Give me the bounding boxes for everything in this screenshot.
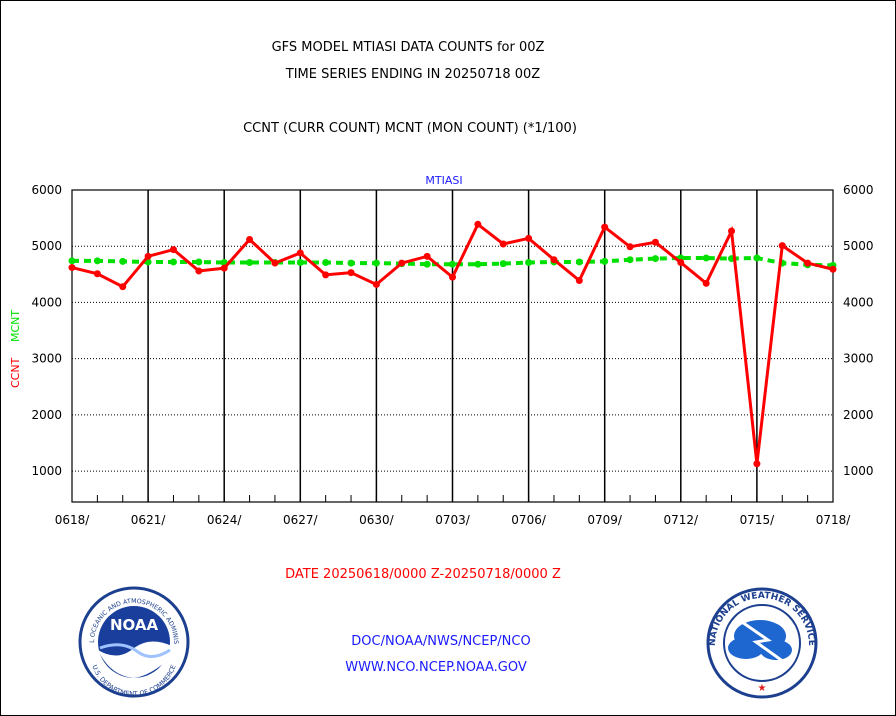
- point-ccnt: [474, 220, 482, 228]
- nws-star-icon: ★: [758, 683, 767, 694]
- x-tick-label: 0712/: [664, 513, 700, 527]
- point-ccnt: [601, 223, 609, 231]
- point-mcnt: [449, 260, 456, 268]
- x-tick-label: 0621/: [131, 513, 167, 527]
- point-mcnt: [601, 257, 609, 265]
- point-ccnt: [271, 259, 279, 267]
- point-ccnt: [322, 271, 330, 279]
- point-ccnt: [246, 235, 254, 243]
- point-ccnt: [144, 252, 152, 260]
- chart-title-line1: GFS MODEL MTIASI DATA COUNTS for 00Z: [272, 40, 545, 55]
- point-mcnt: [68, 257, 76, 265]
- point-ccnt: [499, 240, 507, 248]
- point-ccnt: [398, 259, 406, 267]
- y-tick-label-right: 6000: [843, 183, 874, 197]
- point-ccnt: [550, 256, 558, 264]
- point-mcnt: [347, 259, 355, 267]
- point-ccnt: [296, 249, 304, 257]
- point-ccnt: [804, 259, 812, 267]
- noaa-logo-text: NOAA: [110, 616, 159, 634]
- point-mcnt: [372, 259, 380, 267]
- point-ccnt: [423, 252, 431, 260]
- point-mcnt: [423, 260, 431, 268]
- date-range: DATE 20250618/0000 Z-20250718/0000 Z: [285, 567, 561, 582]
- point-mcnt: [702, 254, 710, 262]
- y-tick-label-right: 3000: [843, 352, 874, 366]
- point-ccnt: [169, 246, 177, 254]
- point-mcnt: [246, 259, 254, 267]
- x-tick-label: 0718/: [816, 513, 852, 527]
- y-tick-label-left: 5000: [31, 239, 62, 253]
- y-tick-label-right: 1000: [843, 464, 874, 478]
- point-mcnt: [474, 260, 482, 268]
- y-tick-label-left: 6000: [31, 183, 62, 197]
- ylabel-ccnt: CCNT: [9, 357, 22, 388]
- point-mcnt: [296, 259, 304, 267]
- point-mcnt: [525, 259, 533, 267]
- noaa-logo: NOAA NATIONAL OCEANIC AND ATMOSPHERIC AD…: [0, 0, 190, 698]
- point-ccnt: [195, 267, 203, 275]
- point-mcnt: [753, 254, 761, 262]
- point-ccnt: [829, 265, 837, 273]
- point-ccnt: [702, 279, 710, 287]
- point-mcnt: [195, 258, 203, 266]
- point-ccnt: [449, 273, 456, 281]
- ylabel-mcnt: MCNT: [9, 310, 22, 342]
- point-mcnt: [499, 260, 507, 268]
- point-mcnt: [626, 256, 634, 264]
- nws-logo: NATIONAL WEATHER SERVICE ★: [706, 587, 818, 699]
- point-ccnt: [778, 242, 786, 250]
- x-tick-label: 0715/: [740, 513, 776, 527]
- y-tick-label-right: 2000: [843, 408, 874, 422]
- point-ccnt: [93, 270, 101, 278]
- y-tick-label-left: 2000: [31, 408, 62, 422]
- y-tick-label-left: 3000: [31, 352, 62, 366]
- panel-label: MTIASI: [425, 174, 462, 187]
- x-tick-label: 0627/: [283, 513, 319, 527]
- y-tick-label-right: 4000: [843, 295, 874, 309]
- point-mcnt: [119, 257, 127, 265]
- nws-lightning-icon: [741, 620, 785, 664]
- point-ccnt: [651, 238, 659, 246]
- point-ccnt: [525, 234, 533, 242]
- point-mcnt: [575, 258, 583, 266]
- noaa-bird-shape: [98, 641, 172, 678]
- noaa-ring-text: NATIONAL OCEANIC AND ATMOSPHERIC ADMINIS…: [0, 0, 179, 644]
- org-path-link[interactable]: DOC/NOAA/NWS/NCEP/NCO: [351, 634, 530, 649]
- y-tick-label-right: 5000: [843, 239, 874, 253]
- point-ccnt: [119, 283, 127, 291]
- website-link[interactable]: WWW.NCO.NCEP.NOAA.GOV: [345, 660, 527, 675]
- y-tick-label-left: 4000: [31, 295, 62, 309]
- point-ccnt: [220, 264, 228, 272]
- point-ccnt: [372, 280, 380, 288]
- point-mcnt: [169, 258, 177, 266]
- point-mcnt: [651, 255, 659, 263]
- x-tick-label: 0618/: [55, 513, 91, 527]
- point-mcnt: [322, 259, 330, 267]
- point-ccnt: [626, 243, 634, 251]
- y-tick-label-left: 1000: [31, 464, 62, 478]
- x-tick-label: 0624/: [207, 513, 243, 527]
- x-tick-label: 0706/: [511, 513, 547, 527]
- plot-frame: [71, 189, 834, 503]
- point-ccnt: [753, 460, 761, 468]
- chart-subtitle: CCNT (CURR COUNT) MCNT (MON COUNT) (*1/1…: [243, 121, 577, 136]
- point-ccnt: [728, 227, 736, 235]
- chart-title-line2: TIME SERIES ENDING IN 20250718 00Z: [285, 67, 541, 82]
- point-ccnt: [68, 264, 76, 272]
- point-mcnt: [93, 257, 101, 265]
- point-ccnt: [575, 277, 583, 285]
- plot-area: 1000 1000 2000 2000 3000 3000 4000 4000 5000 5000…: [31, 183, 873, 527]
- x-tick-label: 0709/: [587, 513, 623, 527]
- point-ccnt: [677, 259, 685, 267]
- point-ccnt: [347, 269, 355, 277]
- x-tick-label: 0630/: [359, 513, 395, 527]
- x-tick-label: 0703/: [435, 513, 471, 527]
